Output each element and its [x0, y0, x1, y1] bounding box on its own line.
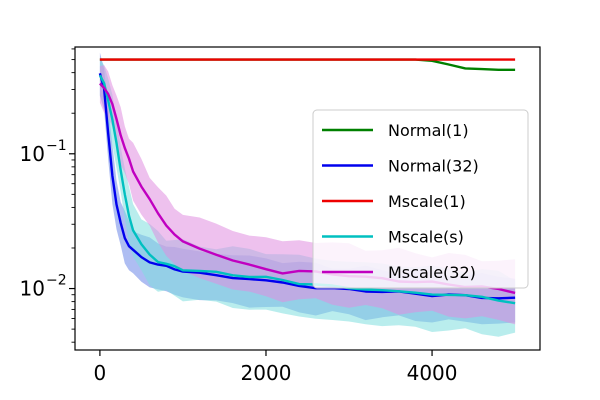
legend-label-normal-1: Normal(1)	[388, 121, 469, 140]
plot-frame	[74, 46, 541, 351]
legend-label-mscale-32: Mscale(32)	[388, 263, 476, 282]
x-tick-label: 4000	[407, 361, 458, 385]
legend-label-mscale-s: Mscale(s)	[388, 228, 464, 247]
series-line-mscale-s	[98, 74, 516, 305]
y-tick-label: 10	[20, 142, 45, 166]
legend-label-mscale-1: Mscale(1)	[388, 192, 466, 211]
y-tick-exponent: −2	[46, 273, 67, 289]
legend-box	[312, 109, 529, 289]
legend-label-normal-32: Normal(32)	[388, 157, 479, 176]
series-lines	[98, 58, 516, 305]
legend: Normal(1) Normal(32) Mscale(1) Mscale(s) Msc…	[312, 109, 529, 289]
y-tick-label: 10	[20, 277, 45, 301]
x-tick-label: 0	[94, 361, 107, 385]
y-tick-exponent: −1	[46, 138, 67, 154]
x-tick-label: 2000	[241, 361, 292, 385]
